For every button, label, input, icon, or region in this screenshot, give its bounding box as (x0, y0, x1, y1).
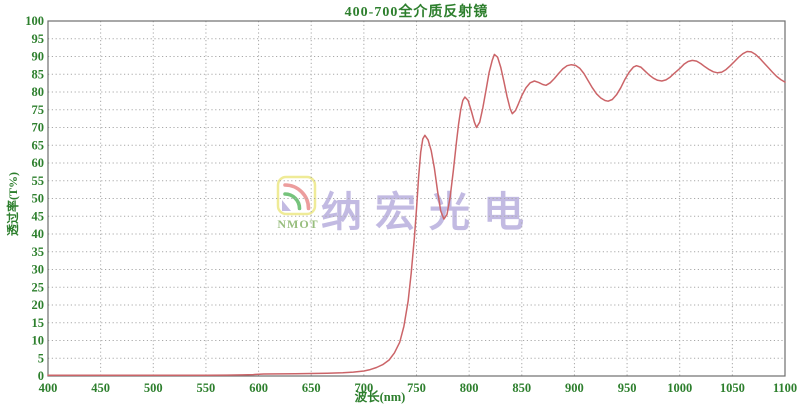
y-tick-label: 25 (32, 280, 45, 294)
x-tick-label: 600 (249, 381, 268, 395)
y-tick-label: 5 (38, 351, 44, 365)
y-tick-label: 90 (32, 50, 45, 64)
x-tick-label: 450 (91, 381, 110, 395)
x-axis-label: 波长(nm) (354, 390, 406, 404)
y-tick-label: 10 (32, 334, 45, 348)
y-tick-label: 30 (32, 263, 45, 277)
y-tick-label: 80 (32, 85, 45, 99)
x-tick-label: 900 (565, 381, 584, 395)
y-tick-label: 100 (25, 14, 44, 28)
x-tick-label: 500 (144, 381, 163, 395)
x-tick-label: 850 (512, 381, 531, 395)
y-tick-label: 40 (32, 227, 45, 241)
y-tick-label: 0 (38, 369, 44, 383)
x-tick-label: 550 (197, 381, 216, 395)
x-tick-label: 700 (354, 381, 373, 395)
x-tick-label: 750 (407, 381, 426, 395)
x-tick-label: 1000 (667, 381, 692, 395)
plot-border (47, 20, 786, 377)
y-tick-label: 85 (32, 67, 45, 81)
y-tick-label: 75 (32, 103, 45, 117)
nmot-logo-label: NMOT (277, 217, 319, 231)
y-tick-label: 60 (32, 156, 45, 170)
y-tick-label: 15 (32, 316, 45, 330)
y-tick-label: 35 (32, 245, 45, 259)
x-tick-label: 1050 (720, 381, 745, 395)
y-tick-label: 65 (32, 138, 45, 152)
y-tick-label: 55 (32, 174, 45, 188)
chart-title: 400-700全介质反射镜 (344, 5, 489, 20)
nmot-logo-icon (276, 175, 317, 216)
x-tick-label: 400 (39, 381, 58, 395)
x-tick-label: 950 (618, 381, 637, 395)
y-tick-label: 50 (32, 192, 45, 206)
transmittance-curve (47, 50, 786, 377)
x-tick-label: 650 (302, 381, 321, 395)
x-tick-label: 800 (460, 381, 479, 395)
watermark-text: 纳宏光电 (321, 189, 537, 235)
x-tick-label: 1100 (773, 381, 797, 395)
y-tick-label: 45 (32, 209, 45, 223)
y-tick-label: 20 (32, 298, 45, 312)
y-tick-label: 95 (32, 32, 45, 46)
y-tick-label: 70 (32, 121, 45, 135)
